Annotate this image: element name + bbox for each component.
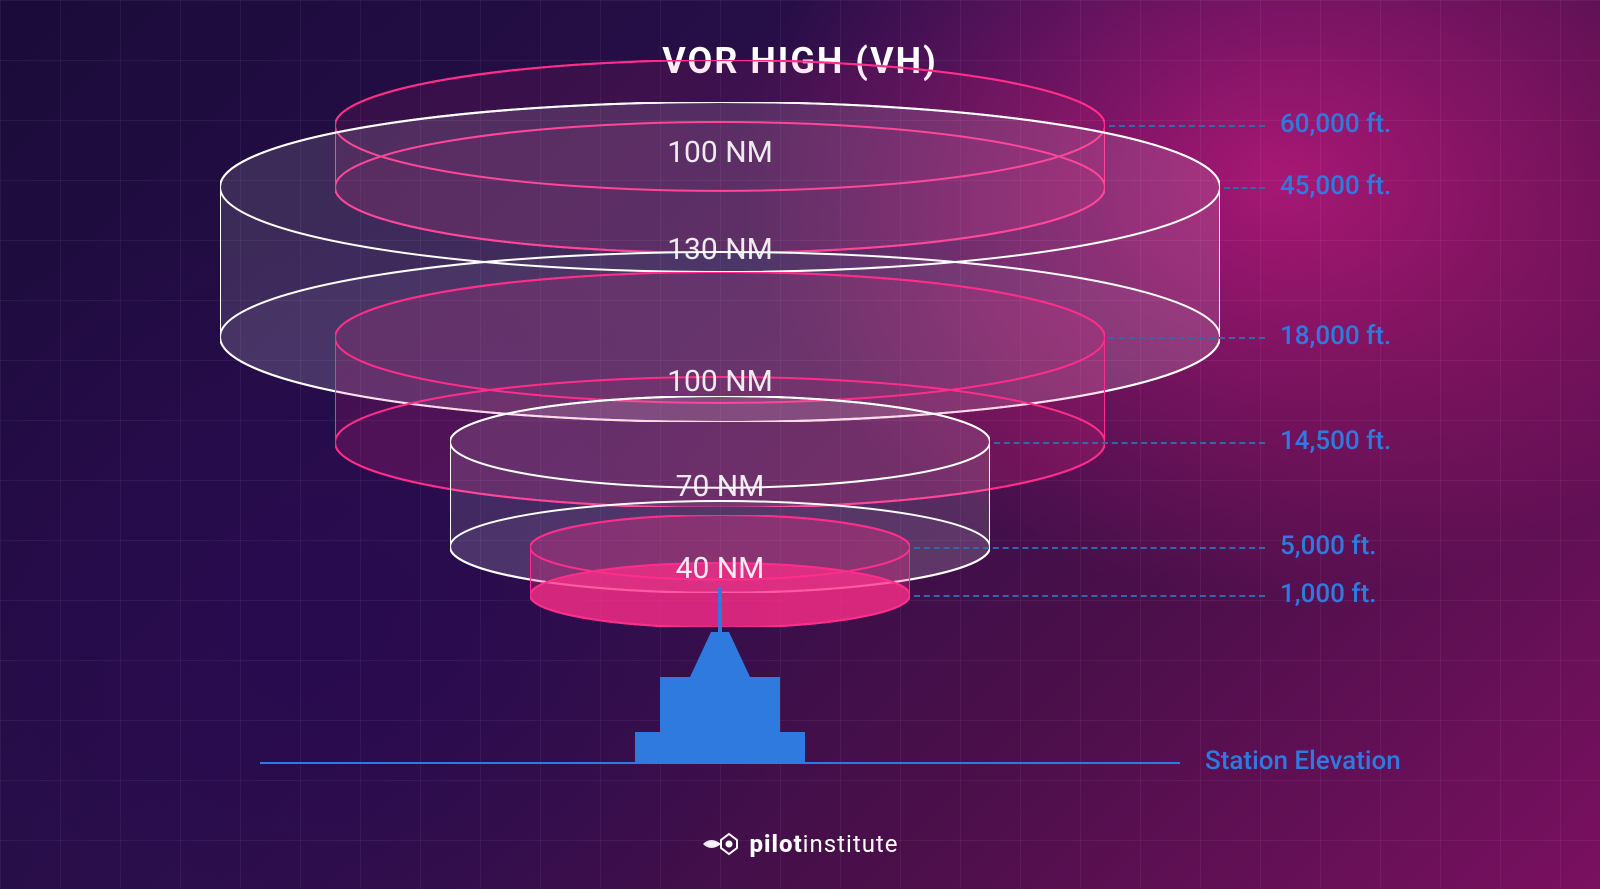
- altitude-leader: [994, 442, 1265, 444]
- ground-line: [260, 762, 1180, 764]
- diagram-stage: 100 NM130 NM100 NM70 NM40 NM60,000 ft.45…: [0, 0, 1600, 889]
- altitude-label: 14,500 ft.: [1280, 426, 1391, 456]
- altitude-leader: [914, 595, 1265, 597]
- altitude-label: 1,000 ft.: [1280, 579, 1376, 609]
- altitude-label: 5,000 ft.: [1280, 531, 1376, 561]
- altitude-label: 60,000 ft.: [1280, 109, 1391, 139]
- altitude-label: 45,000 ft.: [1280, 171, 1391, 201]
- altitude-leader: [1109, 337, 1265, 339]
- altitude-label: 18,000 ft.: [1280, 321, 1391, 351]
- station-elevation-label: Station Elevation: [1205, 746, 1401, 776]
- altitude-leader: [1109, 125, 1265, 127]
- brand-name: pilotinstitute: [749, 830, 898, 858]
- altitude-leader: [914, 547, 1265, 549]
- vor-station-icon: [635, 587, 805, 762]
- brand-footer: pilotinstitute: [0, 830, 1600, 858]
- altitude-leader: [1224, 187, 1265, 189]
- brand-wing-icon: [701, 830, 741, 858]
